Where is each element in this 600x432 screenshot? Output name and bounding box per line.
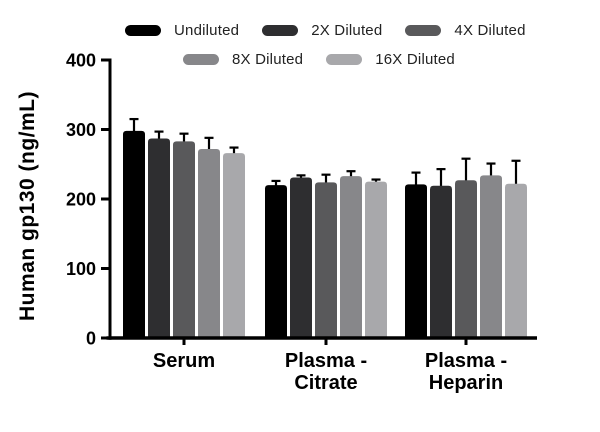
legend-item-2x-diluted: 2X Diluted	[262, 22, 382, 39]
error-bar	[436, 168, 446, 188]
y-tick-label: 0	[86, 329, 96, 349]
bar-16x-diluted-group3	[505, 183, 527, 338]
error-bar	[486, 162, 496, 178]
bar-undiluted-group3	[405, 184, 427, 338]
x-category-label: Serum	[153, 350, 215, 372]
legend-label: 4X Diluted	[454, 22, 526, 39]
x-category-label: Citrate	[294, 372, 357, 394]
legend-swatch	[262, 25, 299, 36]
legend-swatch	[405, 25, 442, 36]
bar-16x-diluted-group2	[365, 181, 387, 338]
legend-label: Undiluted	[174, 22, 240, 39]
bar-4x-diluted-group2	[315, 182, 337, 338]
error-bar	[129, 117, 139, 133]
y-axis-title: Human gp130 (ng/mL)	[16, 91, 39, 321]
error-bar	[461, 157, 471, 183]
bar-8x-diluted-group3	[480, 175, 502, 338]
bar-2x-diluted-group3	[430, 185, 452, 338]
x-category-label: Heparin	[429, 372, 503, 394]
legend-item-8x-diluted: 8X Diluted	[183, 51, 303, 68]
y-tick-label: 300	[66, 120, 96, 140]
error-bar	[204, 136, 214, 151]
bar-16x-diluted-group1	[223, 153, 245, 338]
legend-item-undiluted: Undiluted	[125, 22, 239, 39]
legend-swatch	[125, 25, 161, 36]
legend-label: 8X Diluted	[232, 51, 304, 68]
legend-item-16x-diluted: 16X Diluted	[326, 51, 455, 68]
legend-swatch	[183, 54, 219, 65]
legend-swatch	[326, 54, 363, 65]
error-bar	[411, 171, 421, 187]
legend-item-4x-diluted: 4X Diluted	[405, 22, 525, 39]
y-tick-label: 100	[66, 259, 96, 279]
y-tick-label: 400	[66, 51, 96, 71]
bar-8x-diluted-group2	[340, 176, 362, 338]
legend-label: 2X Diluted	[311, 22, 383, 39]
legend-label: 16X Diluted	[375, 51, 455, 68]
legend-row-1: Undiluted 2X Diluted 4X Diluted	[125, 22, 526, 39]
bar-undiluted-group1	[123, 130, 145, 338]
bar-8x-diluted-group1	[198, 148, 220, 338]
y-ticks-layer: 0 100 200 300 400	[66, 51, 110, 349]
x-category-label: Plasma -	[285, 350, 367, 372]
bars-layer	[123, 117, 527, 338]
error-bar	[511, 159, 521, 186]
bar-4x-diluted-group3	[455, 180, 477, 338]
bar-2x-diluted-group2	[290, 177, 312, 338]
bar-4x-diluted-group1	[173, 141, 195, 338]
x-category-label: Plasma -	[425, 350, 507, 372]
bar-2x-diluted-group1	[148, 138, 170, 338]
legend-row-2: 8X Diluted 16X Diluted	[183, 51, 455, 68]
y-tick-label: 200	[66, 190, 96, 210]
bar-undiluted-group2	[265, 185, 287, 338]
